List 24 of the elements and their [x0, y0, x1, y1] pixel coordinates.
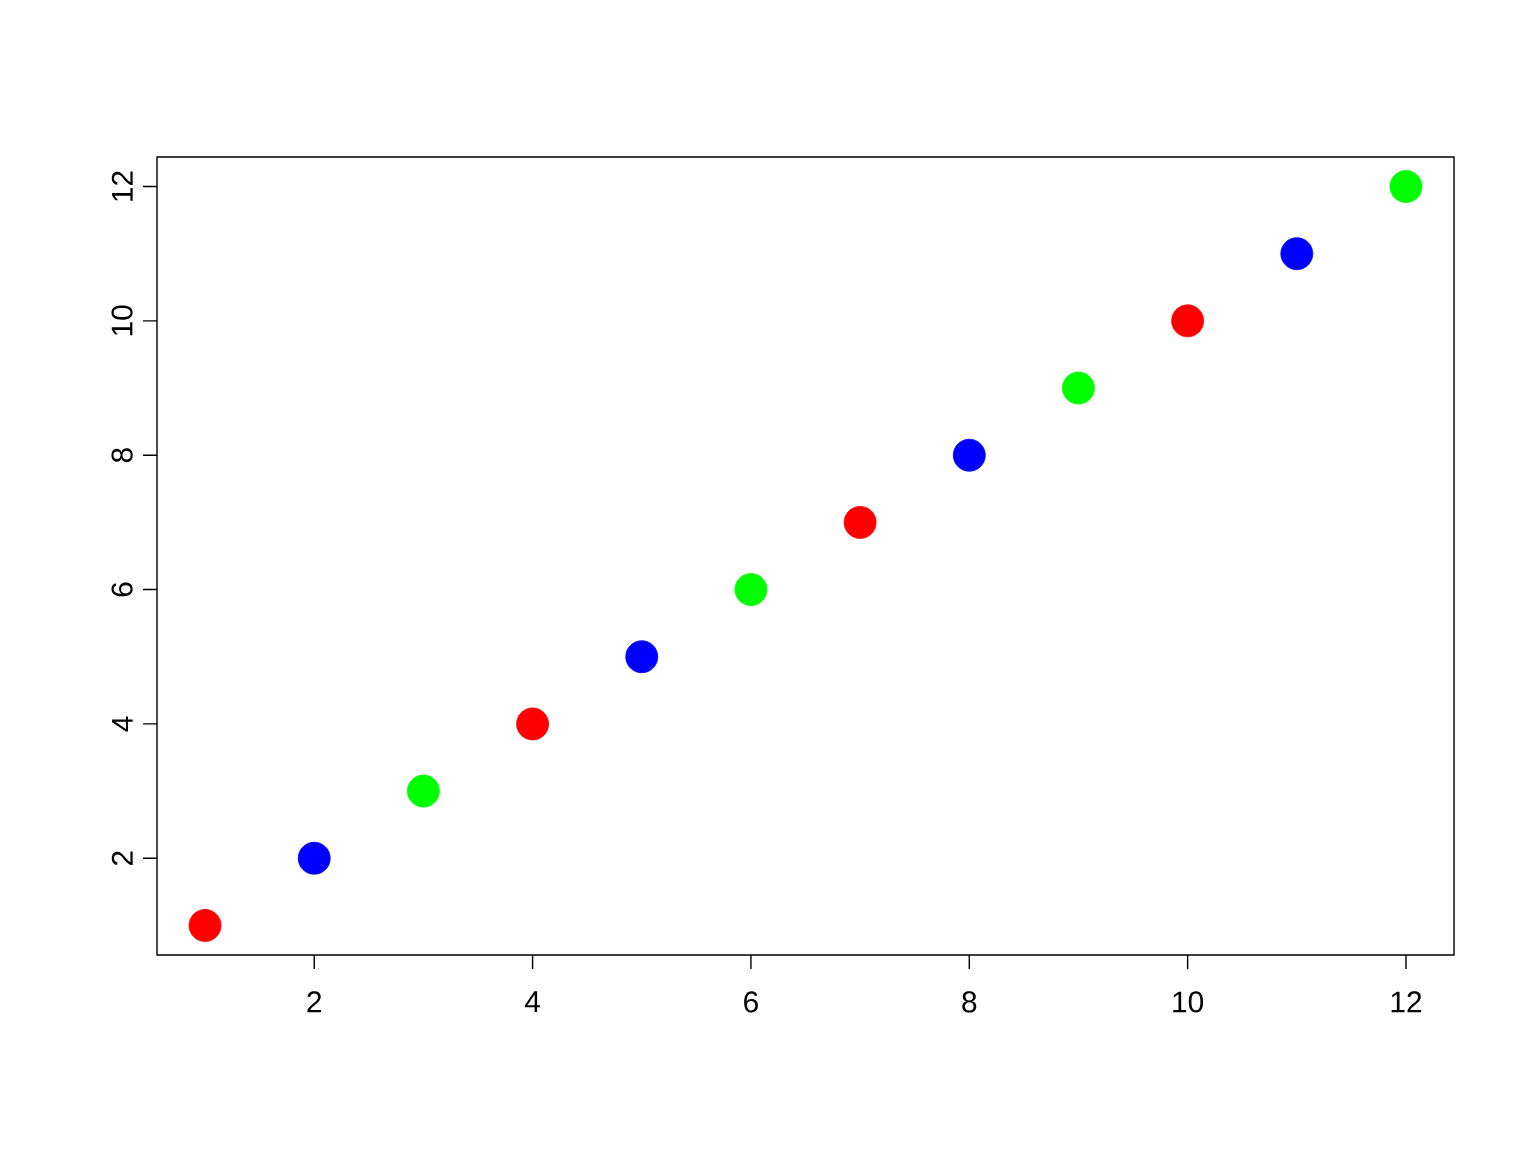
- x-tick-label: 6: [744, 991, 758, 1013]
- y-tick-label: 10: [111, 305, 133, 336]
- y-tick-label: 12: [111, 171, 133, 201]
- point: [188, 909, 222, 942]
- point: [1389, 170, 1423, 203]
- x-tick-label: 10: [1173, 991, 1204, 1013]
- point: [1280, 237, 1314, 271]
- point: [625, 640, 659, 674]
- y-tick-label: 6: [111, 582, 133, 597]
- point: [734, 573, 768, 606]
- point: [297, 841, 331, 875]
- x-tick-label: 2: [307, 991, 322, 1013]
- point: [843, 505, 877, 539]
- x-tick-label: 8: [962, 991, 977, 1013]
- x-tick-label: 12: [1391, 991, 1422, 1013]
- point: [516, 707, 549, 741]
- y-tick-label: 2: [111, 851, 133, 866]
- point: [1062, 371, 1095, 405]
- x-tick-label: 4: [524, 991, 541, 1012]
- point: [952, 438, 986, 472]
- y-tick-label: 8: [111, 448, 133, 463]
- point: [1171, 304, 1205, 338]
- point: [407, 774, 440, 808]
- y-tick-label: 4: [112, 716, 133, 732]
